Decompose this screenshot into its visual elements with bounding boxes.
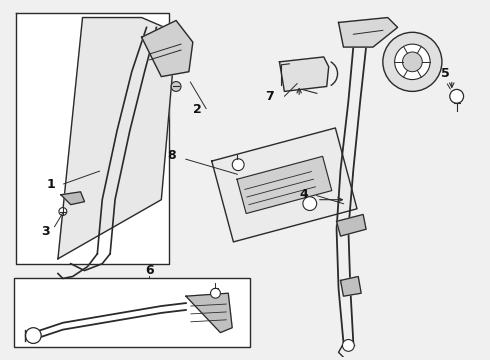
Polygon shape (337, 215, 366, 236)
FancyBboxPatch shape (14, 278, 250, 347)
Text: 7: 7 (265, 90, 274, 103)
Text: 1: 1 (47, 179, 55, 192)
Polygon shape (341, 276, 361, 296)
Circle shape (232, 159, 244, 171)
Polygon shape (279, 57, 329, 91)
Polygon shape (237, 156, 332, 213)
Polygon shape (58, 18, 176, 259)
Circle shape (383, 32, 442, 91)
Circle shape (25, 328, 41, 343)
Text: 4: 4 (300, 188, 308, 201)
Polygon shape (16, 13, 169, 264)
Circle shape (450, 89, 464, 103)
Polygon shape (61, 192, 84, 204)
Text: 2: 2 (194, 103, 202, 116)
Polygon shape (186, 293, 232, 333)
Polygon shape (142, 21, 193, 77)
Circle shape (211, 288, 220, 298)
Circle shape (402, 52, 422, 72)
Polygon shape (212, 128, 357, 242)
Circle shape (343, 339, 354, 351)
Circle shape (59, 208, 67, 215)
Polygon shape (339, 18, 397, 47)
Text: 3: 3 (41, 225, 49, 238)
Circle shape (394, 44, 430, 80)
Text: 5: 5 (441, 67, 450, 80)
Text: 6: 6 (145, 264, 154, 277)
Circle shape (303, 197, 317, 211)
Text: 8: 8 (167, 149, 175, 162)
Circle shape (171, 82, 181, 91)
